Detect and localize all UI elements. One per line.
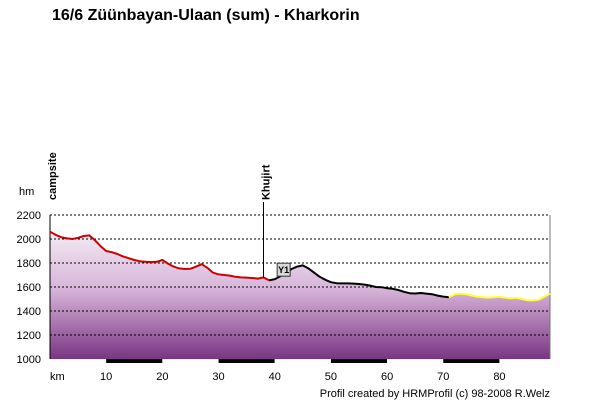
x-scale-band — [162, 359, 219, 363]
profile-line-red — [49, 230, 270, 282]
x-scale-band — [218, 359, 275, 363]
x-scale-band — [499, 359, 550, 363]
x-tick-label-40: 40 — [269, 371, 281, 383]
x-scale-band — [330, 359, 388, 363]
x-scale-band — [50, 359, 107, 363]
waypoint-label-khujirt: Khujirt — [260, 164, 272, 200]
restaurant-icon — [276, 262, 291, 277]
y-tick-label-1200: 1200 — [17, 330, 41, 342]
profile-line-yellow — [448, 292, 551, 302]
elevation-fill-area — [50, 231, 550, 359]
x-scale-band — [106, 359, 163, 363]
chart-title: 16/6 Züünbayan-Ulaan (sum) - Kharkorin — [52, 7, 360, 24]
x-tick-label-30: 30 — [212, 371, 224, 383]
x-scale-band — [274, 359, 331, 363]
y-tick-label-2000: 2000 — [17, 234, 41, 246]
x-scale-band — [387, 359, 444, 363]
x-tick-label-50: 50 — [325, 371, 337, 383]
x-tick-label-70: 70 — [437, 371, 449, 383]
profile-line-black — [268, 264, 450, 299]
x-tick-label-10: 10 — [100, 371, 112, 383]
plot-area: 1000 1200 1400 1600 1800 2000 2200 10 20 30 40 50 60… — [17, 152, 551, 383]
y-tick-label-1400: 1400 — [17, 306, 41, 318]
x-tick-label-20: 20 — [156, 371, 168, 383]
y-tick-label-1000: 1000 — [17, 354, 41, 366]
x-scale-band — [443, 359, 500, 363]
credit-text: Profil created by HRMProfil (c) 98-2008 … — [320, 388, 550, 400]
restaurant-icon-glyph: Y1 — [278, 265, 289, 275]
x-tick-label-80: 80 — [493, 371, 505, 383]
x-axis-unit-label: km — [50, 371, 65, 383]
x-tick-label-60: 60 — [381, 371, 393, 383]
y-tick-label-1600: 1600 — [17, 282, 41, 294]
waypoint-label-campsite: campsite — [47, 152, 59, 200]
y-axis-unit-label: hm — [19, 186, 34, 198]
y-tick-label-1800: 1800 — [17, 258, 41, 270]
y-tick-label-2200: 2200 — [17, 210, 41, 222]
